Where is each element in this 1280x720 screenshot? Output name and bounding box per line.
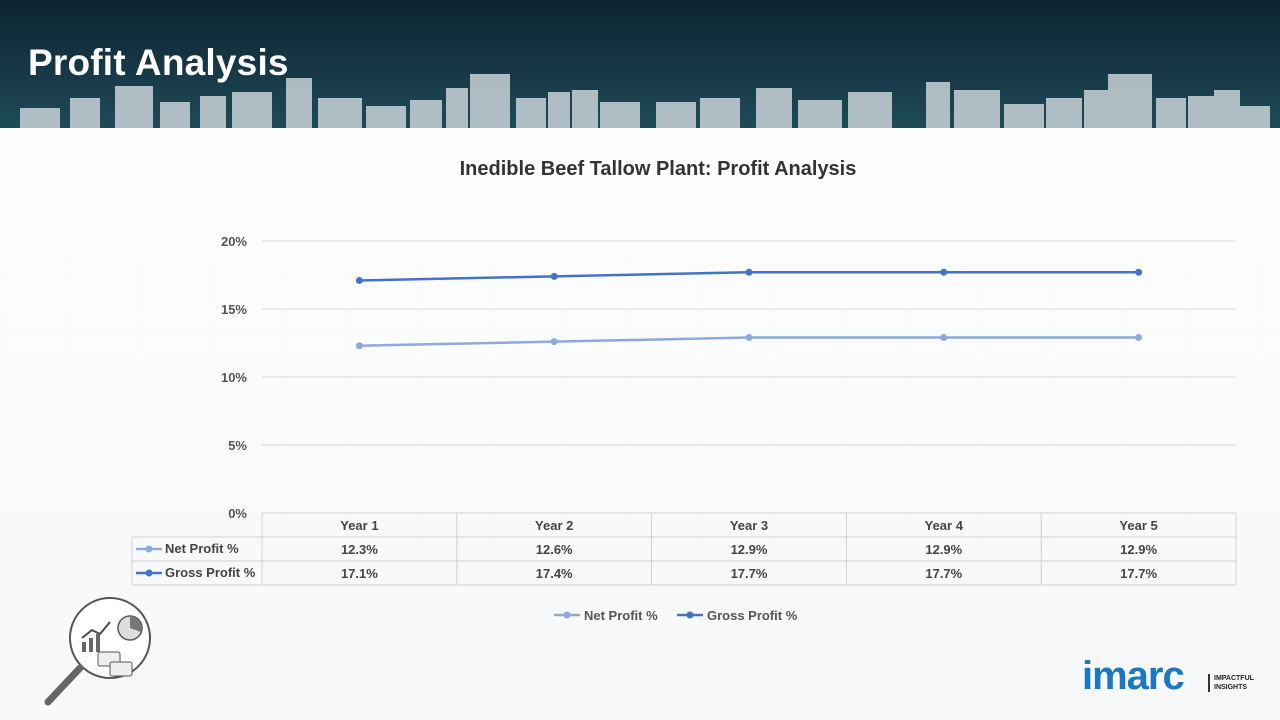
data-point — [940, 334, 948, 342]
data-point — [355, 342, 363, 350]
table-cell-value: 17.7% — [731, 566, 768, 581]
table-cell-value: 17.4% — [536, 566, 573, 581]
data-point — [1135, 268, 1143, 276]
table-cell-value: 12.9% — [731, 542, 768, 557]
legend: Net Profit % Gross Profit % — [554, 608, 798, 623]
row-series-name: Gross Profit % — [165, 565, 256, 580]
y-tick-label: 0% — [228, 506, 247, 521]
y-tick-label: 15% — [221, 302, 247, 317]
page-title: Profit Analysis — [28, 42, 289, 83]
x-category-label: Year 3 — [730, 518, 768, 533]
data-point — [745, 334, 753, 342]
row-legend-marker — [145, 545, 153, 553]
legend-marker — [563, 611, 571, 619]
legend-marker — [686, 611, 694, 619]
legend-label: Gross Profit % — [707, 608, 798, 623]
data-point — [745, 268, 753, 276]
background-photo — [0, 128, 1280, 720]
legend-label: Net Profit % — [584, 608, 658, 623]
city-skyline-graphic — [20, 74, 1270, 128]
y-tick-label: 20% — [221, 234, 247, 249]
data-point — [1135, 334, 1143, 342]
table-cell-value: 12.9% — [925, 542, 962, 557]
imarc-logo: imarc IMPACTFUL INSIGHTS — [1082, 654, 1262, 706]
header-banner: Profit Analysis — [0, 0, 1280, 128]
x-category-label: Year 1 — [340, 518, 378, 533]
table-cell-value: 12.6% — [536, 542, 573, 557]
row-series-name: Net Profit % — [165, 541, 239, 556]
data-point — [550, 338, 558, 346]
magnifier-analytics-icon — [44, 597, 151, 706]
x-category-label: Year 4 — [925, 518, 964, 533]
series-lines — [355, 268, 1143, 350]
y-tick-label: 10% — [221, 370, 247, 385]
table-cell-value: 12.9% — [1120, 542, 1157, 557]
data-table: Year 1 Year 2 Year 3 Year 4 Year 5 Net Profit… — [131, 512, 1237, 586]
x-category-label: Year 2 — [535, 518, 573, 533]
table-cell-value: 12.3% — [341, 542, 378, 557]
y-axis-ticks: 0% 5% 10% 15% 20% — [221, 234, 247, 521]
y-tick-label: 5% — [228, 438, 247, 453]
x-category-label: Year 5 — [1119, 518, 1157, 533]
chart-title: Inedible Beef Tallow Plant: Profit Analy… — [459, 158, 857, 180]
table-cell-value: 17.1% — [341, 566, 378, 581]
row-legend-marker — [145, 569, 153, 577]
logo-wordmark: imarc — [1082, 654, 1185, 698]
data-point — [940, 268, 948, 276]
logo-tagline: IMPACTFUL INSIGHTS — [1208, 674, 1254, 692]
table-cell-value: 17.7% — [925, 566, 962, 581]
table-cell-value: 17.7% — [1120, 566, 1157, 581]
data-point — [550, 272, 558, 280]
data-point — [355, 276, 363, 284]
gridlines — [262, 240, 1236, 514]
